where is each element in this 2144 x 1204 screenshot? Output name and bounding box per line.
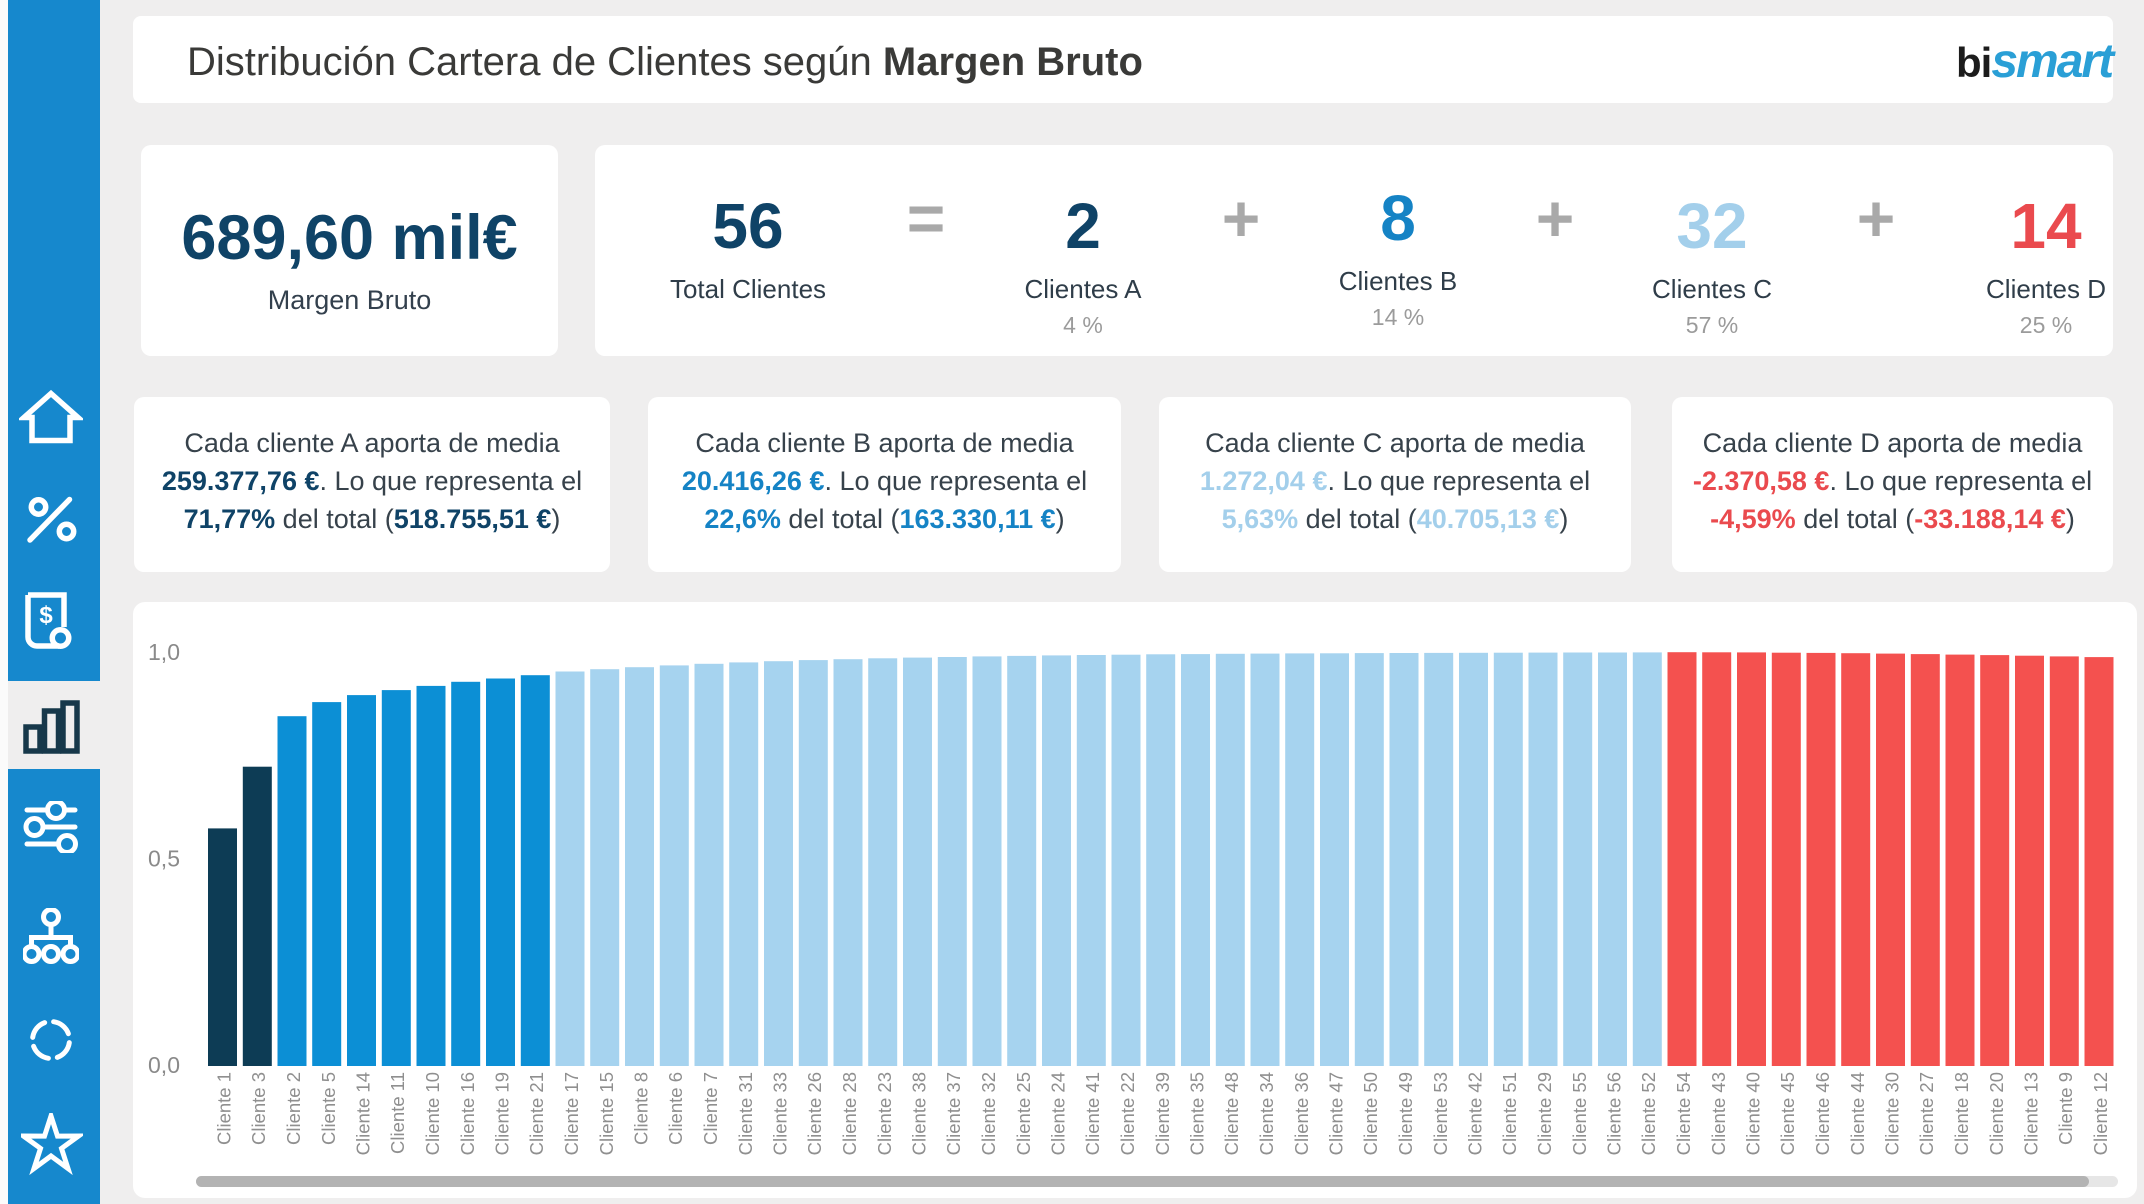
svg-text:Cliente 34: Cliente 34 [1256, 1072, 1277, 1155]
svg-text:Cliente 21: Cliente 21 [526, 1072, 547, 1155]
svg-text:Cliente 38: Cliente 38 [909, 1072, 930, 1155]
svg-text:Cliente 44: Cliente 44 [1847, 1072, 1868, 1155]
svg-text:Cliente 27: Cliente 27 [1916, 1072, 1937, 1155]
svg-text:Cliente 48: Cliente 48 [1221, 1072, 1242, 1155]
svg-text:Cliente 26: Cliente 26 [804, 1072, 825, 1155]
svg-text:Cliente 35: Cliente 35 [1187, 1072, 1208, 1155]
svg-text:Cliente 7: Cliente 7 [700, 1072, 721, 1145]
svg-text:Cliente 55: Cliente 55 [1569, 1072, 1590, 1155]
svg-text:Cliente 33: Cliente 33 [770, 1072, 791, 1155]
svg-text:0,0: 0,0 [148, 1052, 180, 1078]
svg-text:$: $ [39, 602, 53, 629]
svg-text:Cliente 3: Cliente 3 [248, 1072, 269, 1145]
svg-text:Cliente 1: Cliente 1 [214, 1072, 235, 1145]
svg-text:Cliente 37: Cliente 37 [943, 1072, 964, 1155]
svg-text:Cliente 6: Cliente 6 [665, 1072, 686, 1145]
svg-text:Cliente 17: Cliente 17 [561, 1072, 582, 1155]
svg-text:Cliente 36: Cliente 36 [1291, 1072, 1312, 1155]
svg-text:Cliente 9: Cliente 9 [2055, 1072, 2076, 1145]
svg-text:Cliente 50: Cliente 50 [1360, 1072, 1381, 1155]
svg-text:Cliente 53: Cliente 53 [1430, 1072, 1451, 1155]
svg-text:0,5: 0,5 [148, 846, 180, 872]
svg-text:Cliente 32: Cliente 32 [978, 1072, 999, 1155]
svg-text:Cliente 22: Cliente 22 [1117, 1072, 1138, 1155]
svg-text:Cliente 16: Cliente 16 [457, 1072, 478, 1155]
svg-text:Cliente 51: Cliente 51 [1499, 1072, 1520, 1155]
svg-text:Cliente 30: Cliente 30 [1882, 1072, 1903, 1155]
svg-text:Cliente 52: Cliente 52 [1638, 1072, 1659, 1155]
svg-text:Cliente 28: Cliente 28 [839, 1072, 860, 1155]
svg-text:Cliente 25: Cliente 25 [1013, 1072, 1034, 1155]
svg-text:Cliente 49: Cliente 49 [1395, 1072, 1416, 1155]
svg-text:Cliente 46: Cliente 46 [1812, 1072, 1833, 1155]
svg-text:Cliente 29: Cliente 29 [1534, 1072, 1555, 1155]
svg-text:Cliente 13: Cliente 13 [2021, 1072, 2042, 1155]
svg-text:Cliente 42: Cliente 42 [1465, 1072, 1486, 1155]
svg-text:Cliente 39: Cliente 39 [1152, 1072, 1173, 1155]
svg-text:Cliente 47: Cliente 47 [1326, 1072, 1347, 1155]
svg-text:Cliente 40: Cliente 40 [1743, 1072, 1764, 1155]
svg-text:Cliente 41: Cliente 41 [1082, 1072, 1103, 1155]
svg-text:Cliente 8: Cliente 8 [631, 1072, 652, 1145]
svg-text:Cliente 12: Cliente 12 [2090, 1072, 2111, 1155]
svg-text:Cliente 11: Cliente 11 [387, 1072, 408, 1154]
svg-text:Cliente 19: Cliente 19 [492, 1072, 513, 1155]
svg-text:Cliente 43: Cliente 43 [1708, 1072, 1729, 1155]
svg-text:Cliente 18: Cliente 18 [1951, 1072, 1972, 1155]
svg-text:Cliente 2: Cliente 2 [283, 1072, 304, 1145]
svg-text:Cliente 54: Cliente 54 [1673, 1072, 1694, 1155]
svg-text:Cliente 31: Cliente 31 [735, 1072, 756, 1155]
svg-text:Cliente 45: Cliente 45 [1777, 1072, 1798, 1155]
svg-text:1,0: 1,0 [148, 639, 180, 665]
svg-text:Cliente 56: Cliente 56 [1604, 1072, 1625, 1155]
svg-text:Cliente 23: Cliente 23 [874, 1072, 895, 1155]
svg-text:Cliente 5: Cliente 5 [318, 1072, 339, 1145]
svg-text:Cliente 20: Cliente 20 [1986, 1072, 2007, 1155]
svg-text:Cliente 24: Cliente 24 [1048, 1072, 1069, 1155]
svg-text:Cliente 10: Cliente 10 [422, 1072, 443, 1155]
svg-text:Cliente 15: Cliente 15 [596, 1072, 617, 1155]
svg-text:Cliente 14: Cliente 14 [353, 1072, 374, 1155]
